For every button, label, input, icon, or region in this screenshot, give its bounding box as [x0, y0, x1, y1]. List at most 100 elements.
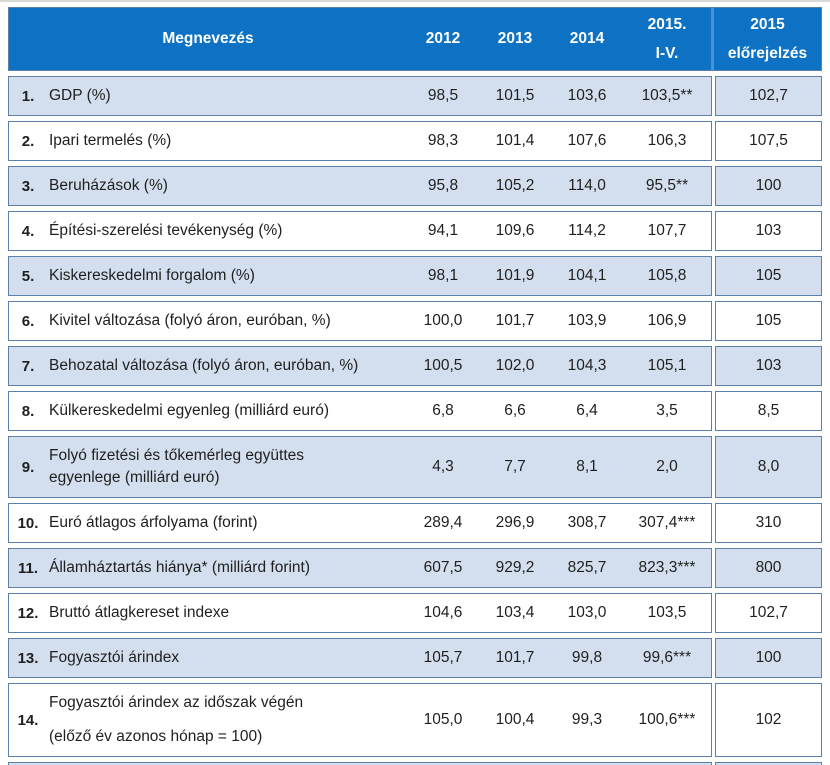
row-main-box: 10. Euró átlagos árfolyama (forint) 289,… [8, 503, 712, 543]
cell-forecast: 100 [715, 638, 822, 678]
header-cell-2013: 2013 [497, 30, 533, 47]
row-label: Fogyasztói árindex [47, 639, 407, 677]
cell-2013: 296,9 [495, 514, 535, 531]
row-main-box: 12. Bruttó átlagkereset indexe 104,6 103… [8, 593, 712, 633]
top-rule [0, 0, 830, 2]
cell-2012: 100,0 [423, 312, 463, 329]
cell-2012: 105,0 [423, 711, 463, 728]
row-label: Bruttó átlagkereset indexe [47, 594, 407, 632]
cell-forecast: 105 [715, 256, 822, 296]
table-row: 15. Munkanélküliségi ráta az időszak vég… [8, 762, 822, 765]
row-label: Építési-szerelési tevékenység (%) [47, 212, 407, 250]
row-number: 3. [21, 177, 35, 195]
cell-2015-iv: 99,6*** [642, 649, 692, 666]
cell-2015-iv: 106,3 [647, 132, 687, 149]
cell-2014: 114,2 [568, 222, 606, 239]
row-label: Ipari termelés (%) [47, 122, 407, 160]
cell-forecast: 100 [715, 166, 822, 206]
table-row: 9. Folyó fizetési és tőkemérleg együttes… [8, 436, 822, 498]
cell-forecast: 7 [715, 762, 822, 765]
row-label: Behozatal változása (folyó áron, euróban… [47, 347, 407, 385]
row-label-line1: Kiskereskedelmi forgalom (%) [49, 267, 255, 284]
table-row: 3. Beruházások (%) 95,8 105,2 114,0 95,5… [8, 166, 822, 206]
row-label-line1: Államháztartás hiánya* (milliárd forint) [49, 559, 311, 576]
row-label: Kivitel változása (folyó áron, euróban, … [47, 302, 407, 340]
row-number: 11. [17, 559, 39, 577]
cell-2015-iv: 95,5** [645, 177, 689, 194]
header-cell-megnevezes: Megnevezés [162, 30, 254, 47]
cell-2014: 103,9 [567, 312, 607, 329]
cell-2013: 7,7 [504, 458, 526, 475]
row-label-line1: Euró átlagos árfolyama (forint) [49, 514, 258, 531]
row-main-box: 2. Ipari termelés (%) 98,3 101,4 107,6 1… [8, 121, 712, 161]
cell-2015-iv: 3,5 [656, 402, 678, 419]
table-row: 11. Államháztartás hiánya* (milliárd for… [8, 548, 822, 588]
cell-2014: 308,7 [567, 514, 607, 531]
row-label-line1: Fogyasztói árindex az időszak végén [49, 694, 304, 711]
cell-2013: 929,2 [495, 559, 535, 576]
cell-2012: 94,1 [427, 222, 459, 239]
cell-2012: 4,3 [432, 458, 454, 475]
table-row: 13. Fogyasztói árindex 105,7 101,7 99,8 … [8, 638, 822, 678]
row-label-line1: Behozatal változása (folyó áron, euróban… [49, 357, 359, 374]
row-label-line1: Beruházások (%) [49, 177, 168, 194]
table-header-row: Megnevezés 2012 2013 2014 2015. I-V. 201… [8, 7, 822, 71]
cell-2015-iv: 105,1 [647, 357, 687, 374]
row-number: 14. [17, 711, 39, 729]
row-main-box: 8. Külkereskedelmi egyenleg (milliárd eu… [8, 391, 712, 431]
header-cell-2015-iv: 2015. I-V. [623, 8, 711, 70]
cell-2014: 104,3 [567, 357, 607, 374]
row-label-line2: (előző év azonos hónap = 100) [49, 728, 263, 745]
table-row: 1. GDP (%) 98,5 101,5 103,6 103,5** 102,… [8, 76, 822, 116]
cell-2015-iv: 103,5** [641, 87, 693, 104]
cell-2015-iv: 105,8 [647, 267, 687, 284]
row-label: Fogyasztói árindex az időszak végén (elő… [47, 684, 407, 756]
cell-2015-iv: 106,9 [647, 312, 687, 329]
cell-forecast: 102,7 [715, 593, 822, 633]
row-label-line1: Folyó fizetési és tőkemérleg együttes [49, 447, 305, 464]
header-forecast-line1: 2015 [750, 16, 785, 33]
cell-2012: 100,5 [423, 357, 463, 374]
cell-2013: 101,7 [495, 649, 535, 666]
table-header-main: Megnevezés 2012 2013 2014 2015. I-V. [9, 8, 711, 70]
row-label: GDP (%) [47, 77, 407, 115]
cell-2012: 98,3 [427, 132, 459, 149]
row-label-line1: Kivitel változása (folyó áron, euróban, … [49, 312, 331, 329]
cell-2014: 825,7 [567, 559, 607, 576]
row-number: 9. [21, 458, 35, 476]
table-row: 14. Fogyasztói árindex az időszak végén … [8, 683, 822, 757]
row-main-box: 4. Építési-szerelési tevékenység (%) 94,… [8, 211, 712, 251]
row-number: 7. [21, 357, 35, 375]
table-row: 6. Kivitel változása (folyó áron, euróba… [8, 301, 822, 341]
cell-2014: 99,8 [571, 649, 603, 666]
row-main-box: 6. Kivitel változása (folyó áron, euróba… [8, 301, 712, 341]
row-main-box: 9. Folyó fizetési és tőkemérleg együttes… [8, 436, 712, 498]
cell-2013: 101,5 [495, 87, 535, 104]
cell-forecast: 800 [715, 548, 822, 588]
table-row: 7. Behozatal változása (folyó áron, euró… [8, 346, 822, 386]
row-main-box: 5. Kiskereskedelmi forgalom (%) 98,1 101… [8, 256, 712, 296]
header-2015-line2: I-V. [655, 44, 679, 62]
header-2015-line1: 2015. [647, 16, 687, 33]
table-row: 12. Bruttó átlagkereset indexe 104,6 103… [8, 593, 822, 633]
cell-forecast: 105 [715, 301, 822, 341]
table-row: 10. Euró átlagos árfolyama (forint) 289,… [8, 503, 822, 543]
row-label: Államháztartás hiánya* (milliárd forint) [47, 549, 407, 587]
cell-2012: 95,8 [427, 177, 459, 194]
cell-forecast: 102 [715, 683, 822, 757]
header-cell-2012: 2012 [425, 30, 461, 47]
cell-forecast: 102,7 [715, 76, 822, 116]
cell-forecast: 8,5 [715, 391, 822, 431]
cell-2013: 109,6 [495, 222, 535, 239]
cell-2015-iv: 307,4*** [638, 514, 696, 531]
row-label: Külkereskedelmi egyenleg (milliárd euró) [47, 392, 407, 430]
cell-forecast: 107,5 [715, 121, 822, 161]
cell-2014: 107,6 [567, 132, 607, 149]
economic-indicators-table: Megnevezés 2012 2013 2014 2015. I-V. 201… [8, 7, 822, 765]
row-number: 10. [17, 514, 39, 532]
cell-2014: 114,0 [568, 177, 606, 194]
row-main-box: 15. Munkanélküliségi ráta az időszak vég… [8, 762, 712, 765]
row-label-line1: Bruttó átlagkereset indexe [49, 604, 230, 621]
cell-2014: 8,1 [576, 458, 598, 475]
